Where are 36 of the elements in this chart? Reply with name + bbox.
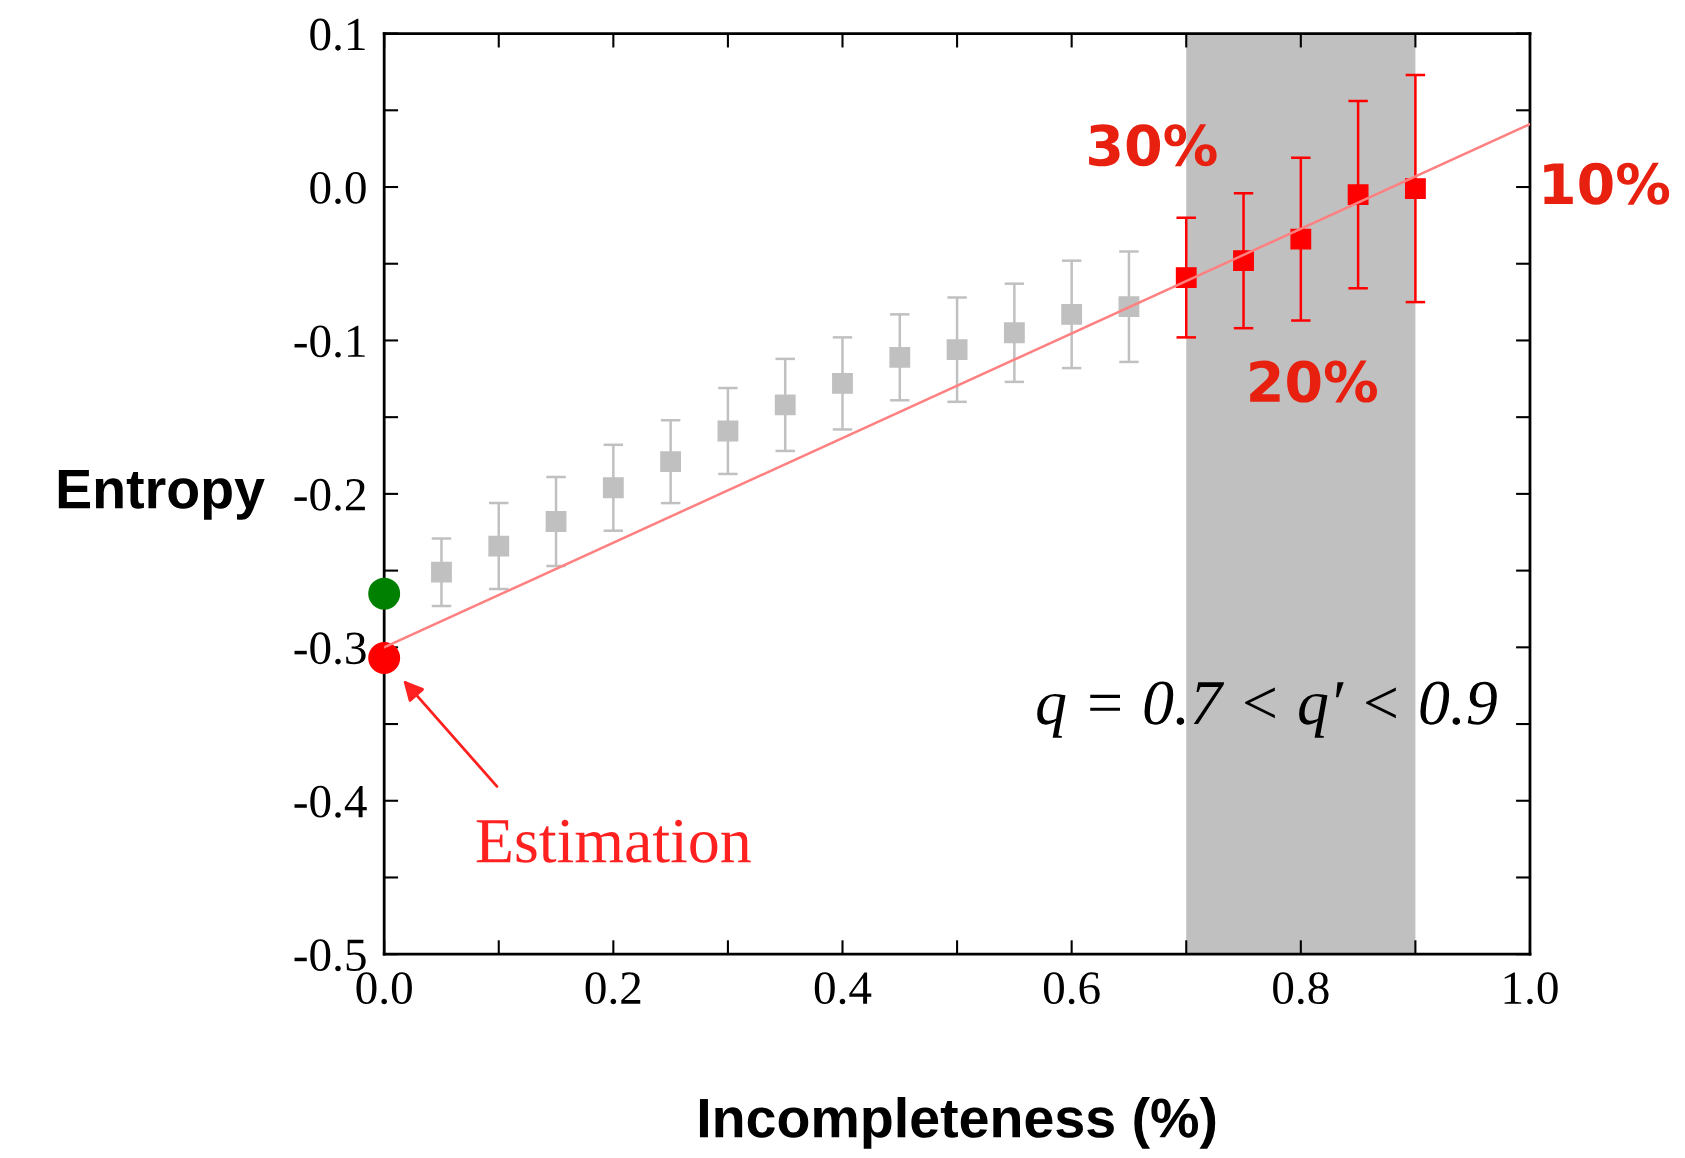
y-axis-title: Entropy xyxy=(58,470,265,520)
point xyxy=(1290,228,1312,250)
point xyxy=(946,339,968,361)
point xyxy=(368,577,401,610)
y-tick-label: -0.3 xyxy=(294,632,366,665)
point xyxy=(889,346,911,368)
point xyxy=(832,372,853,394)
x-tick-label: 0.4 xyxy=(814,972,872,1005)
x-tick-label: 0.0 xyxy=(356,972,412,1005)
y-tick-label: -0.4 xyxy=(294,785,367,818)
point xyxy=(488,535,510,557)
annotation: 20% xyxy=(1250,360,1377,403)
annotation: q = 0.7 < q′ < 0.9 xyxy=(1037,681,1497,738)
point xyxy=(660,451,682,473)
y-tick-label: -0.2 xyxy=(294,478,365,511)
point xyxy=(602,477,624,499)
annotation: 10% xyxy=(1544,162,1670,205)
x-tick-label: 1.0 xyxy=(1504,972,1558,1005)
point xyxy=(1404,178,1426,199)
point xyxy=(1003,322,1025,344)
point xyxy=(1061,303,1083,325)
point xyxy=(368,642,401,675)
point xyxy=(431,561,452,583)
x-tick-label: 0.2 xyxy=(585,972,641,1005)
annotation: Estimation xyxy=(476,819,751,863)
point xyxy=(545,511,567,532)
x-tick-label: 0.8 xyxy=(1273,972,1329,1005)
x-axis-title: Incompleteness (%) xyxy=(699,1097,1216,1149)
y-tick-label: 0.0 xyxy=(310,172,366,205)
x-tick-label: 0.6 xyxy=(1043,972,1100,1005)
annotation: 30% xyxy=(1089,124,1217,167)
y-tick-label: -0.1 xyxy=(294,325,365,358)
y-tick-label: -0.5 xyxy=(294,939,366,972)
point xyxy=(717,420,739,442)
y-tick-label: 0.1 xyxy=(310,18,365,51)
point xyxy=(774,394,796,416)
